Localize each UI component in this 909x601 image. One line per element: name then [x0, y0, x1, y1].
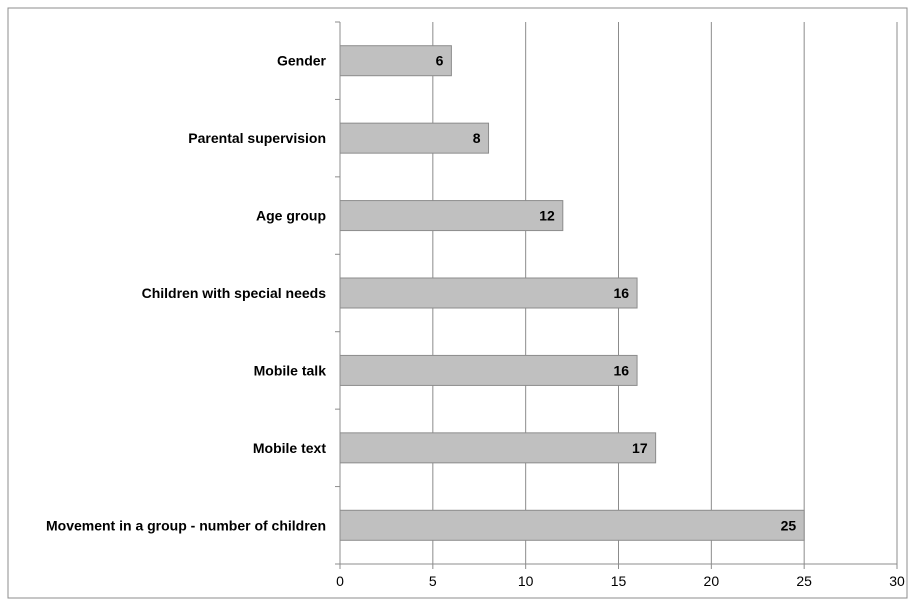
- x-tick-label: 0: [336, 573, 344, 589]
- bar: [339, 277, 638, 309]
- bar: [339, 354, 638, 386]
- axes: [335, 21, 898, 569]
- data-label: 16: [613, 285, 629, 301]
- data-label: 16: [613, 362, 629, 378]
- category-label: Mobile text: [253, 440, 326, 456]
- data-label: 8: [473, 130, 481, 146]
- category-label: Children with special needs: [142, 285, 327, 301]
- category-label: Movement in a group - number of children: [46, 517, 326, 533]
- data-label: 25: [781, 517, 797, 533]
- x-tick-label: 10: [518, 573, 534, 589]
- category-label: Age group: [256, 208, 326, 224]
- data-label: 6: [436, 53, 444, 69]
- bar: [339, 200, 564, 232]
- category-label: Mobile talk: [254, 362, 327, 378]
- bars: [339, 45, 805, 541]
- bar: [339, 509, 805, 541]
- bar: [339, 122, 490, 154]
- x-tick-label: 20: [704, 573, 720, 589]
- labels: 0 5 10 15 20 25 30 Gender 6 Parental supervision 8…: [46, 53, 905, 589]
- bar: [339, 432, 657, 464]
- data-label: 17: [632, 440, 648, 456]
- x-tick-label: 5: [429, 573, 437, 589]
- category-label: Gender: [277, 53, 327, 69]
- x-tick-label: 25: [796, 573, 812, 589]
- data-label: 12: [539, 208, 555, 224]
- category-label: Parental supervision: [188, 130, 326, 146]
- x-tick-label: 15: [611, 573, 627, 589]
- x-tick-label: 30: [889, 573, 905, 589]
- gridlines: [432, 22, 898, 564]
